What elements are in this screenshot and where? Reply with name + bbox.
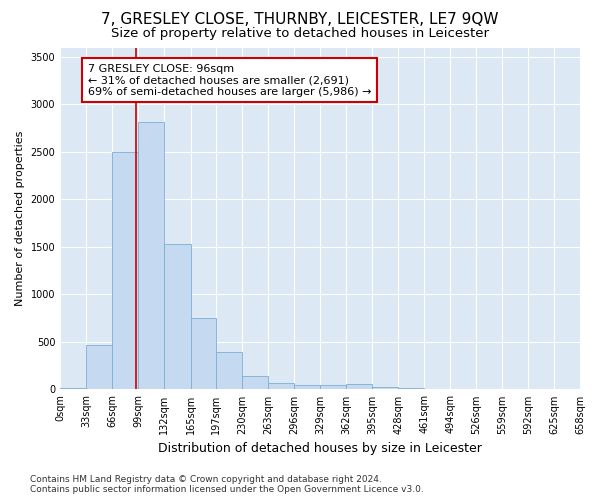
Bar bbox=[191, 318, 216, 390]
Y-axis label: Number of detached properties: Number of detached properties bbox=[15, 131, 25, 306]
Bar bbox=[164, 244, 191, 390]
Bar bbox=[60, 388, 86, 390]
Text: Contains HM Land Registry data © Crown copyright and database right 2024.: Contains HM Land Registry data © Crown c… bbox=[30, 475, 382, 484]
Bar bbox=[242, 376, 268, 390]
Text: 7, GRESLEY CLOSE, THURNBY, LEICESTER, LE7 9QW: 7, GRESLEY CLOSE, THURNBY, LEICESTER, LE… bbox=[101, 12, 499, 28]
Bar bbox=[86, 345, 112, 390]
Text: Size of property relative to detached houses in Leicester: Size of property relative to detached ho… bbox=[111, 28, 489, 40]
Bar bbox=[372, 386, 398, 390]
Bar bbox=[346, 384, 372, 390]
X-axis label: Distribution of detached houses by size in Leicester: Distribution of detached houses by size … bbox=[158, 442, 482, 455]
Bar bbox=[216, 352, 242, 390]
Bar bbox=[139, 122, 164, 390]
Text: 7 GRESLEY CLOSE: 96sqm
← 31% of detached houses are smaller (2,691)
69% of semi-: 7 GRESLEY CLOSE: 96sqm ← 31% of detached… bbox=[88, 64, 371, 97]
Bar bbox=[294, 384, 320, 390]
Bar bbox=[268, 383, 294, 390]
Bar bbox=[112, 152, 139, 390]
Bar bbox=[320, 384, 346, 390]
Bar bbox=[398, 388, 424, 390]
Text: Contains public sector information licensed under the Open Government Licence v3: Contains public sector information licen… bbox=[30, 485, 424, 494]
